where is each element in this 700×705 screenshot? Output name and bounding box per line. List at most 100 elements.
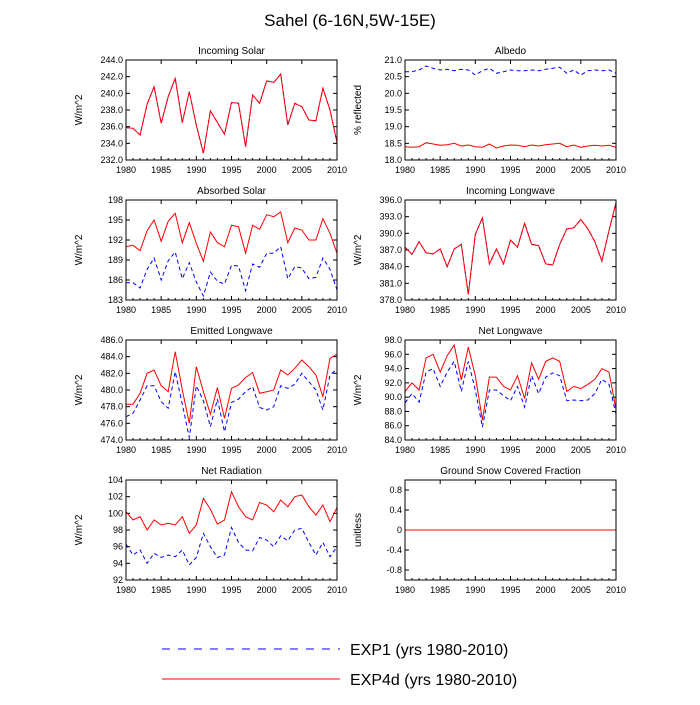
- x-tick-label: 2005: [292, 445, 312, 455]
- panel-3: Absorbed Solar W/m^2 1980 1985 1990 1995 2000 2…: [74, 186, 347, 315]
- series-line-exp1: [404, 202, 617, 295]
- x-tick-label: 2000: [257, 445, 277, 455]
- x-tick-label: 1980: [116, 445, 136, 455]
- legend-label-exp4d: EXP4d (yrs 1980-2010): [350, 672, 517, 689]
- y-tick-label: 482.0: [100, 368, 123, 378]
- x-tick-label: 1990: [465, 165, 485, 175]
- series-line-exp4d: [125, 490, 338, 535]
- y-axis-label: W/m^2: [74, 234, 85, 265]
- plot-frame: [404, 199, 617, 301]
- x-tick-label: 2000: [536, 305, 556, 315]
- y-tick-label: -0.4: [386, 545, 402, 555]
- y-tick-label: 236.0: [100, 122, 123, 132]
- x-tick-label: 1980: [395, 445, 415, 455]
- x-tick-label: 1980: [116, 305, 136, 315]
- series-line-exp4d: [404, 142, 617, 149]
- panel-4: Incoming Longwave W/m^2 1980 1985 1990 1995 20…: [353, 186, 626, 315]
- panel-5: Emitted Longwave W/m^2 1980 1985 1990 1995 200…: [74, 326, 347, 455]
- y-tick-label: 474.0: [100, 435, 123, 445]
- y-tick-label: 96.0: [384, 349, 402, 359]
- x-tick-label: 1990: [465, 445, 485, 455]
- series-line-exp1: [404, 360, 617, 428]
- y-tick-label: 98: [113, 525, 123, 535]
- x-tick-label: 1990: [186, 585, 206, 595]
- x-tick-label: 2005: [292, 585, 312, 595]
- x-tick-label: 2005: [571, 305, 591, 315]
- y-tick-label: 183: [108, 295, 123, 305]
- x-tick-label: 2010: [327, 165, 347, 175]
- y-tick-label: 198: [108, 195, 123, 205]
- y-axis-label: W/m^2: [74, 94, 85, 125]
- plot-frame: [125, 59, 338, 161]
- page-title: Sahel (6-16N,5W-15E): [264, 11, 436, 30]
- panel-title: Ground Snow Covered Fraction: [440, 466, 581, 477]
- x-tick-label: 2000: [536, 585, 556, 595]
- y-tick-label: 195: [108, 215, 123, 225]
- panel-title: Emitted Longwave: [190, 326, 273, 337]
- y-tick-label: 186: [108, 275, 123, 285]
- series-line-exp1: [405, 65, 617, 76]
- y-tick-label: 381.0: [379, 278, 402, 288]
- panel-6: Net Longwave W/m^2 1980 1985 1990 1995 2000 200…: [353, 326, 626, 455]
- x-tick-label: 1990: [186, 305, 206, 315]
- y-tick-label: 242.0: [100, 72, 123, 82]
- series-line-exp4d: [404, 202, 617, 295]
- y-tick-label: 192: [108, 235, 123, 245]
- x-tick-label: 2000: [257, 165, 277, 175]
- y-tick-label: 104: [108, 475, 123, 485]
- x-tick-label: 2005: [571, 445, 591, 455]
- x-tick-label: 1985: [151, 585, 171, 595]
- y-tick-label: 476.0: [100, 418, 123, 428]
- y-tick-label: 92.0: [384, 378, 402, 388]
- x-tick-label: 1990: [186, 165, 206, 175]
- x-tick-label: 1980: [116, 165, 136, 175]
- y-tick-label: 94.0: [384, 364, 402, 374]
- plot-frame: [404, 339, 617, 441]
- y-axis-label: W/m^2: [353, 374, 364, 405]
- x-tick-label: 2010: [606, 445, 626, 455]
- panel-2: Albedo % reflected 1980 1985 1990 1995 2000 200…: [353, 46, 626, 175]
- y-tick-label: 244.0: [100, 55, 123, 65]
- series-line-exp1: [126, 245, 338, 298]
- x-tick-label: 2000: [257, 305, 277, 315]
- x-tick-label: 1990: [465, 305, 485, 315]
- plot-frame: [125, 199, 338, 301]
- x-tick-label: 2000: [536, 445, 556, 455]
- plot-frame: [404, 479, 617, 581]
- y-tick-label: 92: [113, 575, 123, 585]
- x-tick-label: 1995: [500, 445, 520, 455]
- x-tick-label: 2005: [292, 165, 312, 175]
- panel-7: Net Radiation W/m^2 1980 1985 1990 1995 2000 20…: [74, 466, 347, 595]
- x-tick-label: 1985: [430, 165, 450, 175]
- x-tick-label: 2010: [606, 585, 626, 595]
- x-tick-label: 1980: [395, 305, 415, 315]
- panel-title: Absorbed Solar: [197, 186, 267, 197]
- y-tick-label: 484.0: [100, 352, 123, 362]
- y-tick-label: -0.8: [386, 565, 402, 575]
- x-tick-label: 1995: [500, 305, 520, 315]
- x-tick-label: 2000: [536, 165, 556, 175]
- plot-frame: [125, 339, 338, 441]
- y-tick-label: 19.0: [384, 122, 402, 132]
- x-tick-label: 1995: [221, 165, 241, 175]
- x-tick-label: 2000: [257, 585, 277, 595]
- x-tick-label: 1980: [116, 585, 136, 595]
- y-tick-label: 238.0: [100, 105, 123, 115]
- series-line-exp4d: [125, 211, 338, 263]
- y-axis-label: W/m^2: [353, 234, 364, 265]
- y-axis-label: W/m^2: [74, 514, 85, 545]
- y-tick-label: 94: [113, 558, 123, 568]
- x-tick-label: 1985: [151, 445, 171, 455]
- y-axis-label: unitless: [353, 513, 364, 547]
- plot-frame: [125, 479, 338, 581]
- x-tick-label: 1980: [395, 585, 415, 595]
- x-tick-label: 1980: [395, 165, 415, 175]
- y-tick-label: 86.0: [384, 421, 402, 431]
- y-tick-label: 390.0: [379, 228, 402, 238]
- panel-title: Net Radiation: [201, 466, 262, 477]
- y-tick-label: 396.0: [379, 195, 402, 205]
- y-tick-label: 21.0: [384, 55, 402, 65]
